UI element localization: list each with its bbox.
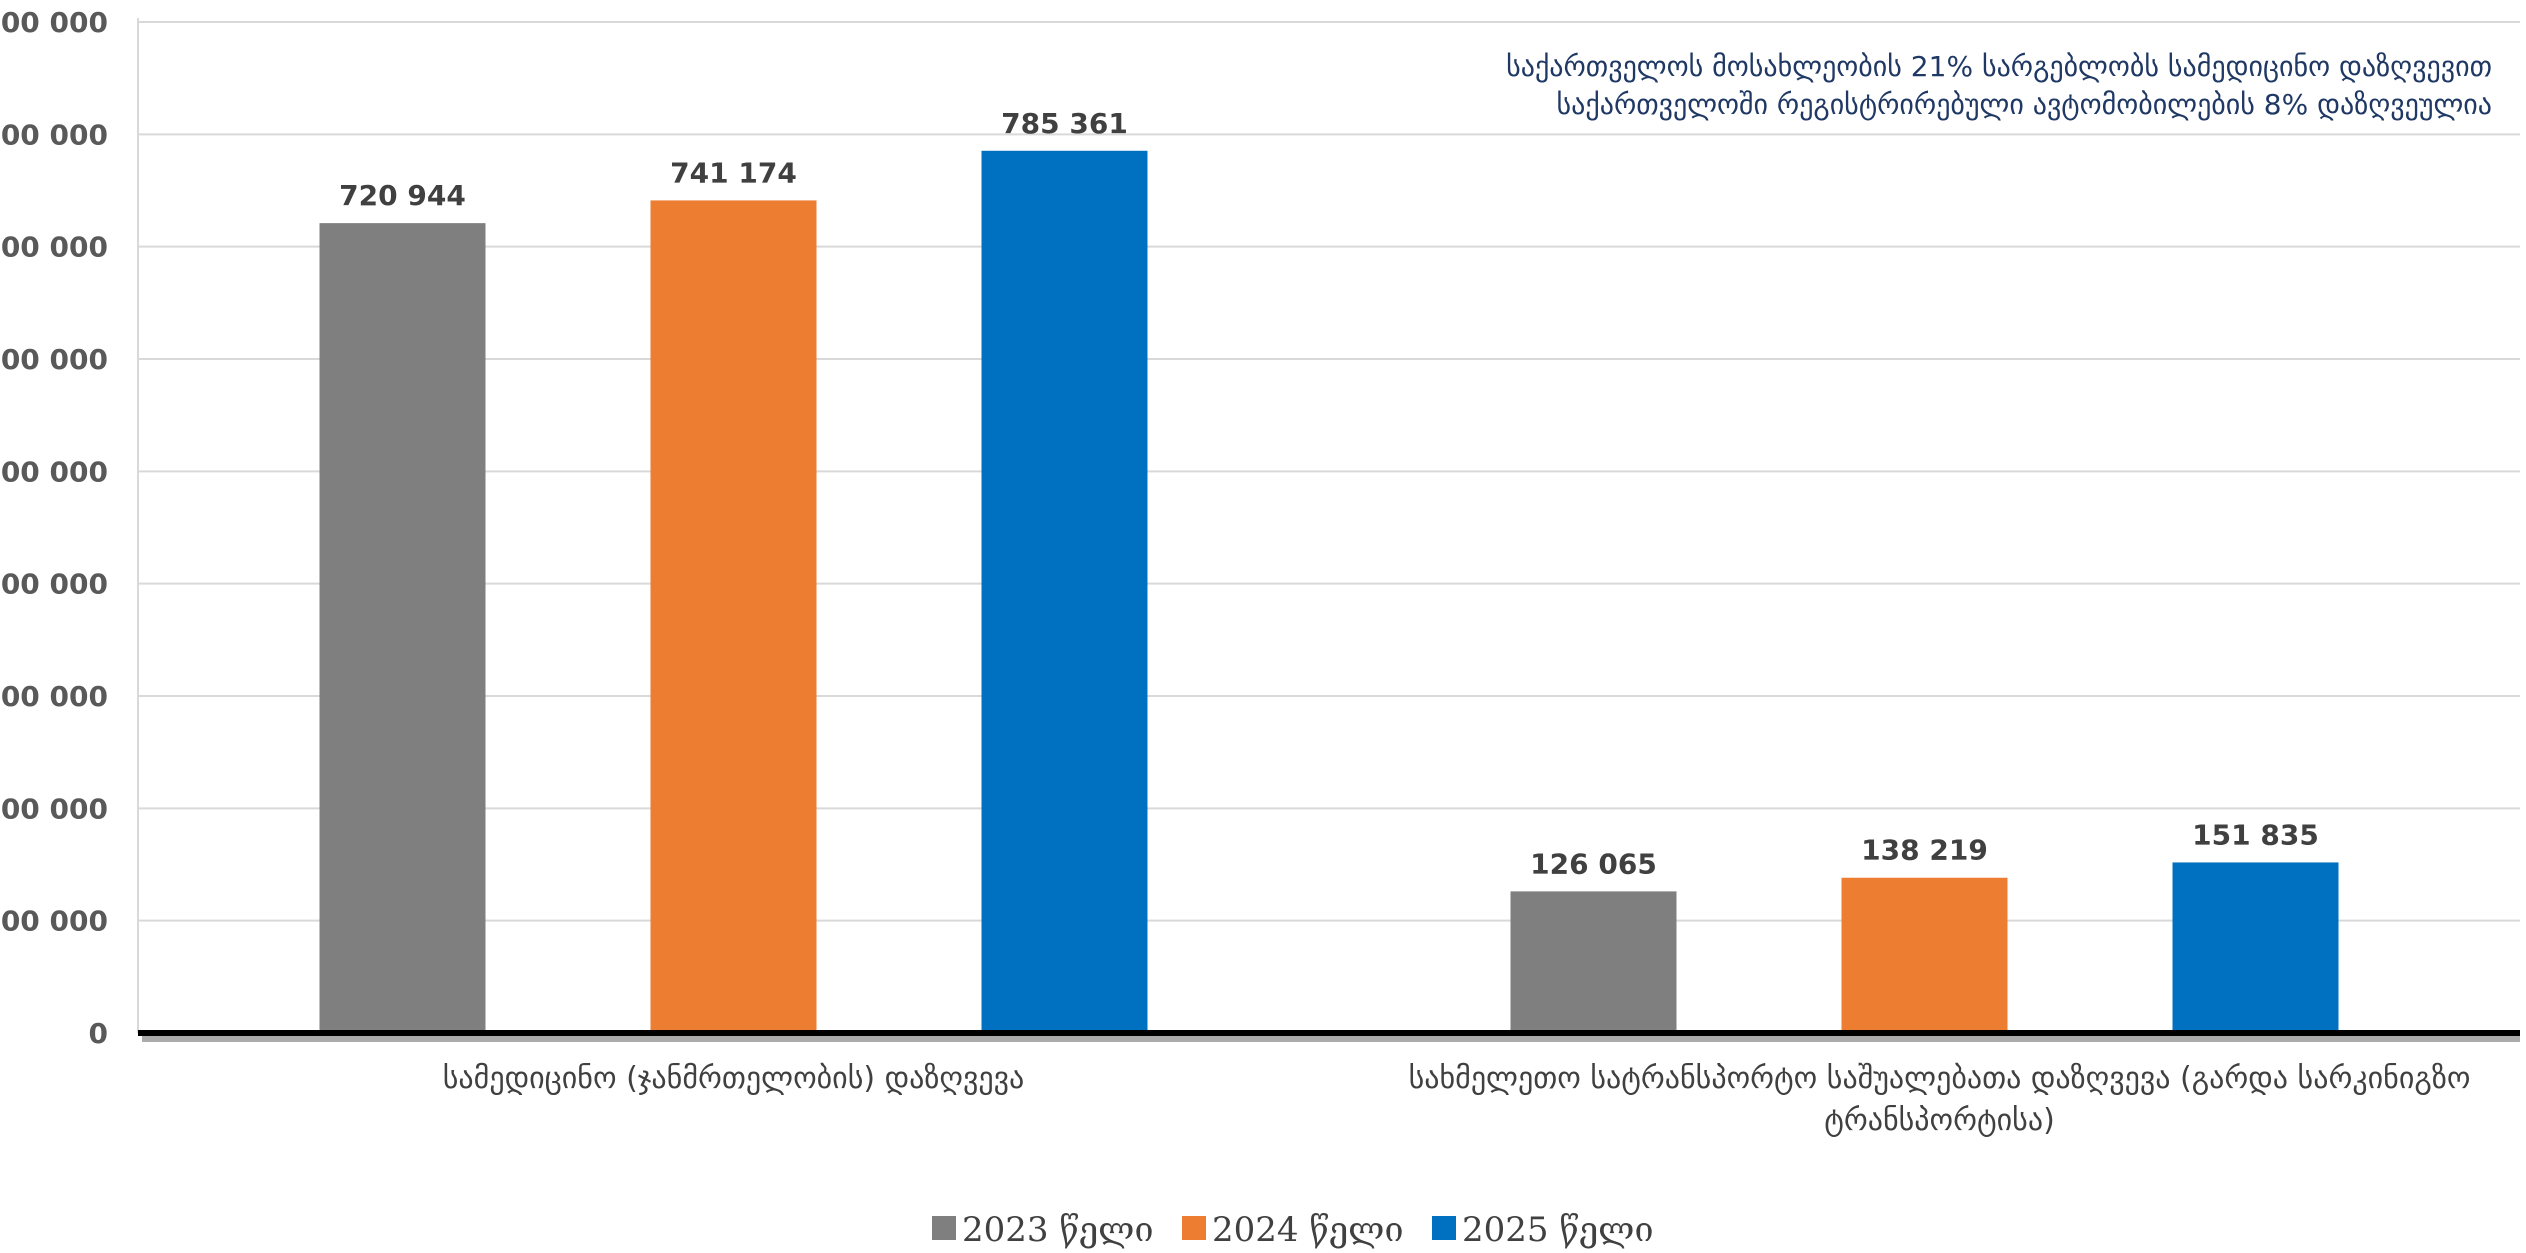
category-label: სამედიცინო (ჯანმრთელობის) დაზღვევა — [443, 1061, 1024, 1096]
y-tick-label: 400 000 — [0, 568, 108, 601]
y-tick-label: 700 000 — [0, 231, 108, 264]
bar — [1841, 877, 2008, 1033]
legend-swatch — [1432, 1216, 1456, 1240]
y-tick-label: 300 000 — [0, 680, 108, 713]
y-axis-ticks: 0 100 000 200 000 300 000 400 000 500 000 600 … — [0, 6, 108, 1050]
y-tick-label: 900 000 — [0, 6, 108, 39]
legend-swatch — [1182, 1216, 1206, 1240]
bar — [981, 150, 1148, 1033]
legend-swatch — [932, 1216, 956, 1240]
data-label: 785 361 — [1001, 107, 1128, 140]
y-tick-label: 500 000 — [0, 455, 108, 488]
bars — [319, 150, 2339, 1033]
data-label: 138 219 — [1861, 834, 1988, 867]
gridlines — [138, 21, 2520, 922]
category-labels: სამედიცინო (ჯანმრთელობის) დაზღვევა სახმელ… — [443, 1061, 2471, 1138]
legend-label: 2025 წელი — [1462, 1210, 1653, 1250]
bar — [2172, 862, 2339, 1033]
category-label: ტრანსპორტისა) — [1824, 1103, 2055, 1138]
data-label: 741 174 — [670, 156, 797, 189]
annotations: საქართველოს მოსახლეობის 21% სარგებლობს ს… — [1506, 50, 2492, 121]
annotation-text: საქართველოს მოსახლეობის 21% სარგებლობს ს… — [1506, 50, 2492, 83]
y-tick-label: 600 000 — [0, 343, 108, 376]
axes — [137, 18, 2520, 1042]
legend-label: 2023 წელი — [962, 1210, 1153, 1250]
data-label: 720 944 — [339, 179, 466, 212]
bar — [1510, 891, 1677, 1033]
annotation-text: საქართველოში რეგისტრირებული ავტომობილები… — [1557, 88, 2492, 121]
category-label: სახმელეთო სატრანსპორტო საშუალებათა დაზღვ… — [1409, 1061, 2471, 1096]
y-tick-label: 800 000 — [0, 118, 108, 151]
legend-label: 2024 წელი — [1212, 1210, 1403, 1250]
bar — [650, 200, 817, 1033]
data-label: 151 835 — [2192, 818, 2319, 851]
y-tick-label: 0 — [89, 1017, 108, 1050]
y-tick-label: 100 000 — [0, 905, 108, 938]
data-label: 126 065 — [1530, 847, 1657, 880]
legend: 2023 წელი 2024 წელი 2025 წელი — [932, 1210, 1653, 1250]
bar — [319, 223, 486, 1033]
y-tick-label: 200 000 — [0, 792, 108, 825]
data-labels: 720 944 741 174 785 361 126 065 138 219 151 8… — [339, 107, 2319, 881]
